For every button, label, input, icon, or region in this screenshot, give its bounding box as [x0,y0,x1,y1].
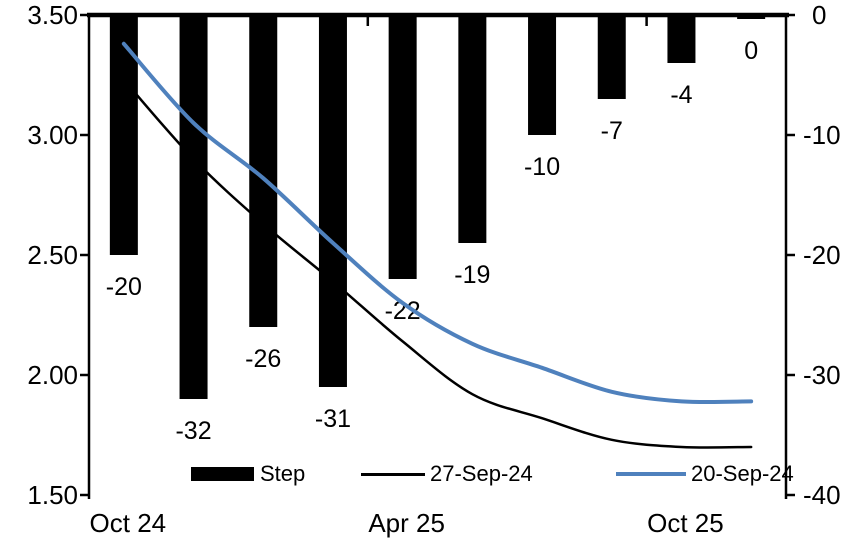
legend-item-step: Step [191,460,305,488]
left-axis-tick-label: 2.50 [27,240,78,270]
left-axis-tick-label: 1.50 [27,480,78,510]
bar-value-label: -20 [106,273,142,301]
bar [597,15,626,99]
bar-value-label: -31 [315,405,351,433]
bar-value-label: -4 [670,81,692,109]
x-axis-tick-label: Oct 25 [647,508,724,538]
left-axis-tick-label: 3.50 [27,0,78,30]
bar [109,15,138,255]
left-axis-tick-label: 3.00 [27,120,78,150]
right-axis-tick-label: -10 [803,120,841,150]
line-20-sep-24 [121,41,754,405]
legend-label-step: Step [260,461,306,486]
bar [458,15,487,243]
bar [528,15,557,135]
bar [667,15,696,63]
bar [318,15,347,387]
legend-label-20-sep-24: 20-Sep-24 [691,461,794,486]
bar-value-label: -10 [524,153,560,181]
bar [388,15,417,279]
legend-line-swatch-black [361,472,425,476]
right-axis-tick-label: -40 [803,480,841,510]
bar-value-label: 0 [744,37,758,65]
bar [179,15,208,399]
left-axis-tick-label: 2.00 [27,360,78,390]
right-axis-tick-label: 0 [812,0,826,30]
x-axis-tick-label: Oct 24 [90,508,167,538]
x-axis-tick-label: Apr 25 [368,508,445,538]
bar-value-label: -32 [175,417,211,445]
legend-bar-swatch [191,467,254,481]
line-27-sep-24 [122,78,753,449]
bar-value-label: -26 [245,345,281,373]
bar-value-label: -19 [454,261,490,289]
legend-label-27-sep-24: 27-Sep-24 [430,461,533,486]
right-axis-tick-label: -30 [803,360,841,390]
right-axis-tick-label: -20 [803,240,841,270]
legend-item-20-sep-24: 20-Sep-24 [616,460,794,488]
legend-line-swatch-blue [616,472,686,476]
legend-item-27-sep-24: 27-Sep-24 [361,460,533,488]
bar-value-label: -7 [601,117,623,145]
